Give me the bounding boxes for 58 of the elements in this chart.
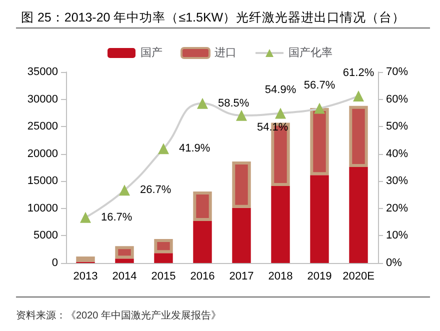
data-label: 56.7% [304,79,336,92]
data-label: 54.9% [264,84,296,96]
y-tick-label: 30000 [27,93,58,106]
y-tick-label: 20000 [27,148,58,160]
point [119,184,130,196]
y-tick-label: 25000 [27,120,58,133]
y2-tick-label: 40% [386,148,408,160]
data-label: 26.7% [140,184,172,196]
x-tick-label: 2015 [151,270,176,282]
y-tick-label: 35000 [27,66,58,78]
bar [76,256,95,262]
data-label: 16.7% [101,211,132,224]
point [275,108,286,119]
x-tick-label: 2013 [73,270,98,282]
point [80,212,91,223]
bar [154,253,173,263]
bar [349,106,368,167]
x-tick-label: 2014 [112,270,137,282]
y2-tick-label: 60% [386,93,408,106]
y2-tick-label: 20% [386,202,408,214]
x-tick-label: 2018 [268,270,293,282]
bar [115,246,134,259]
x-tick-label: 2016 [190,270,215,282]
legend-label: 国产 [140,46,162,59]
point [158,143,169,154]
y2-tick-label: 50% [386,120,408,133]
bar [232,161,251,208]
legend-label: 国产化率 [288,46,332,59]
point [236,110,247,121]
point [353,90,364,102]
data-label: 58.5% [218,97,250,110]
x-tick-label: 2017 [229,270,254,282]
y2-tick-label: 30% [386,175,408,188]
y2-tick-label: 10% [386,230,408,242]
point [314,102,325,114]
bar [310,108,329,176]
y-tick-label: 5000 [34,230,58,242]
y2-tick-label: 0% [386,257,402,269]
bar [349,166,368,263]
y-tick-label: 0 [52,257,58,269]
data-label: 41.9% [179,142,210,155]
data-label: 61.2% [342,67,374,80]
y-tick-label: 15000 [27,175,58,188]
bar [115,258,134,263]
x-tick-label: 2020E [342,270,374,282]
y-tick-label: 10000 [27,202,58,214]
bar [193,220,212,263]
x-tick-label: 2019 [307,270,332,282]
bar [232,208,251,263]
bar [310,175,329,263]
bar [193,192,212,221]
point [197,98,208,109]
bar [271,186,290,263]
chart-title: 图 25：2013-20 年中功率（≤1.5KW）光纤激光器进出口情况（台） [21,10,406,24]
y2-tick-label: 70% [386,66,408,78]
text: 资料来源：《2020 年中国激光产业发展报告》 [16,310,222,322]
legend-label: 进口 [214,46,236,59]
bar [154,238,173,254]
